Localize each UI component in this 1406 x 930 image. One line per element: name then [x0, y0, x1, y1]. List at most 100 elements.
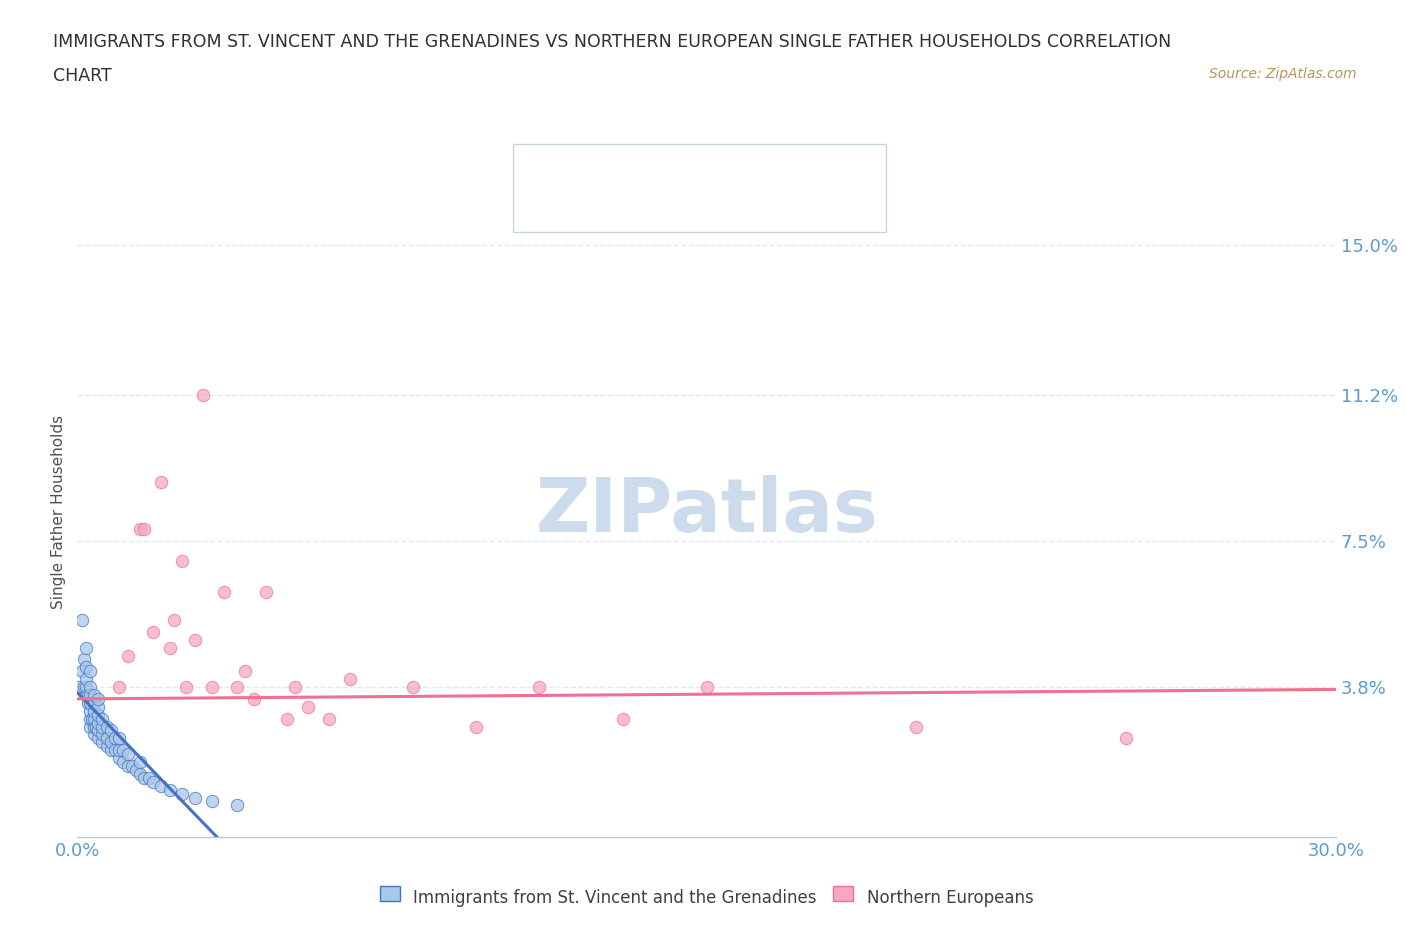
Point [254, 585, 277, 600]
Point [108, 731, 131, 746]
Point [200, 794, 222, 809]
Legend: Immigrants from St. Vincent and the Grenadines, Northern Europeans: Immigrants from St. Vincent and the Gren… [373, 882, 1040, 913]
Point [96, 719, 118, 734]
Point [142, 624, 165, 639]
Point [464, 719, 486, 734]
Point [75, 660, 97, 675]
Point [150, 474, 173, 489]
Point [121, 759, 143, 774]
Point [83, 727, 105, 742]
Point [75, 640, 97, 655]
Point [276, 711, 298, 726]
Point [159, 782, 181, 797]
Point [125, 763, 148, 777]
Point [297, 699, 319, 714]
Point [138, 770, 160, 785]
Point [172, 786, 194, 801]
Point [79, 696, 101, 711]
Point [72, 680, 94, 695]
Point [117, 747, 139, 762]
Point [79, 719, 101, 734]
Point [87, 715, 110, 730]
Point [79, 711, 101, 726]
Point [87, 723, 110, 737]
Point [108, 680, 131, 695]
Point [225, 680, 247, 695]
Point [79, 703, 101, 718]
Point [242, 692, 264, 707]
Point [100, 743, 122, 758]
Point [104, 731, 127, 746]
Point [129, 766, 152, 781]
Point [191, 388, 215, 403]
Point [83, 703, 105, 718]
Point [129, 754, 152, 769]
Point [108, 751, 131, 765]
Point [75, 671, 97, 686]
Point [80, 711, 103, 726]
Bar [531, 192, 564, 220]
Point [1115, 731, 1137, 746]
Point [67, 680, 90, 695]
Point [527, 680, 550, 695]
Text: CHART: CHART [53, 67, 112, 85]
Point [79, 664, 101, 679]
Point [402, 680, 425, 695]
Point [172, 553, 194, 568]
Point [142, 775, 165, 790]
Point [76, 696, 98, 711]
Point [87, 699, 110, 714]
Point [70, 613, 93, 628]
Point [112, 743, 135, 758]
Point [117, 759, 139, 774]
Point [87, 731, 110, 746]
Text: R = -0.265   N = 65: R = -0.265 N = 65 [575, 164, 752, 181]
Point [200, 680, 222, 695]
Point [117, 648, 139, 663]
Point [225, 798, 247, 813]
Point [104, 743, 127, 758]
Point [75, 687, 97, 702]
Point [79, 687, 101, 702]
Text: Source: ZipAtlas.com: Source: ZipAtlas.com [1209, 67, 1357, 81]
Point [905, 719, 928, 734]
Point [100, 735, 122, 750]
Point [612, 711, 634, 726]
Point [134, 770, 156, 785]
Point [83, 696, 105, 711]
Point [91, 711, 114, 726]
Point [84, 719, 107, 734]
Point [150, 778, 173, 793]
Point [79, 680, 101, 695]
Point [87, 707, 110, 722]
Text: R =  0.032   N = 30: R = 0.032 N = 30 [575, 197, 751, 215]
Point [696, 680, 718, 695]
Point [233, 664, 256, 679]
Point [72, 652, 94, 667]
Point [284, 680, 307, 695]
Point [87, 692, 110, 707]
Text: IMMIGRANTS FROM ST. VINCENT AND THE GRENADINES VS NORTHERN EUROPEAN SINGLE FATHE: IMMIGRANTS FROM ST. VINCENT AND THE GREN… [53, 33, 1171, 50]
Point [184, 790, 207, 805]
Bar [531, 158, 564, 187]
Y-axis label: Single Father Households: Single Father Households [51, 415, 66, 608]
Point [176, 680, 198, 695]
Point [91, 719, 114, 734]
Point [134, 522, 156, 537]
Point [91, 727, 114, 742]
Point [163, 613, 186, 628]
Point [70, 664, 93, 679]
Point [129, 522, 152, 537]
Point [96, 738, 118, 753]
Point [212, 585, 235, 600]
Point [83, 711, 105, 726]
Point [184, 632, 207, 647]
Point [318, 711, 340, 726]
Point [159, 640, 181, 655]
Point [339, 671, 361, 686]
Point [75, 680, 97, 695]
Point [100, 723, 122, 737]
Point [96, 731, 118, 746]
Text: ZIPatlas: ZIPatlas [536, 475, 877, 548]
Point [76, 687, 98, 702]
